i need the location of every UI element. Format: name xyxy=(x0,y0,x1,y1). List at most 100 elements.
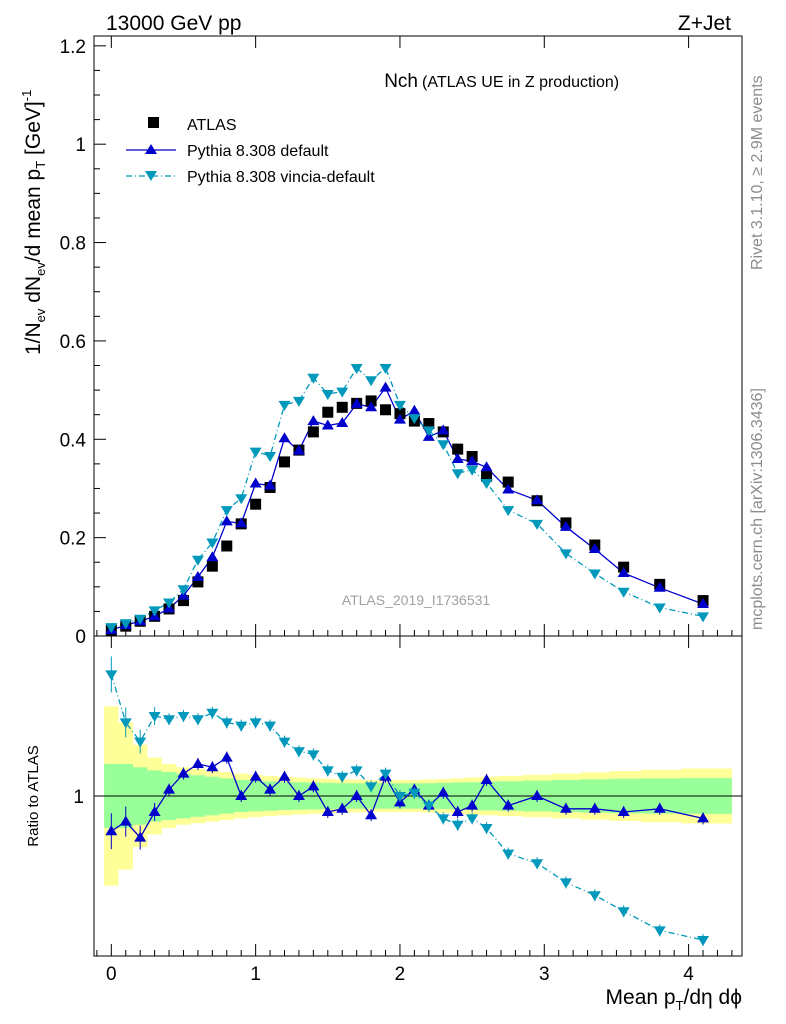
ratio-point-vincia xyxy=(163,715,176,726)
ratio-point-vincia xyxy=(531,859,544,870)
data-point-atlas xyxy=(279,456,291,468)
data-point-default xyxy=(365,401,378,412)
ratio-point-default xyxy=(119,815,132,826)
data-point-vincia xyxy=(422,426,435,437)
data-point-default xyxy=(588,542,601,553)
ratio-point-default xyxy=(321,806,334,816)
legend-marker-atlas xyxy=(148,117,159,128)
ratio-point-default xyxy=(466,799,479,810)
data-point-default xyxy=(531,494,544,505)
data-point-vincia xyxy=(502,506,515,517)
data-point-vincia xyxy=(559,549,572,560)
ratio-point-vincia xyxy=(336,772,349,783)
header-left: 13000 GeV pp xyxy=(106,12,241,35)
data-point-default xyxy=(307,415,320,426)
ratio-point-vincia xyxy=(105,670,118,681)
series-line xyxy=(111,386,704,631)
x-axis-label: Mean pT/dη dϕ xyxy=(606,986,742,1013)
data-point-default xyxy=(466,455,479,466)
data-point-atlas xyxy=(221,540,233,552)
ratio-point-default xyxy=(235,790,248,800)
data-point-default xyxy=(480,461,493,472)
ratio-point-vincia xyxy=(480,824,493,834)
plot-title-sub: (ATLAS UE in Z production) xyxy=(422,74,619,91)
data-point-atlas xyxy=(192,576,204,588)
main-series-markers xyxy=(105,363,710,636)
data-point-atlas xyxy=(177,595,189,607)
ratio-point-default xyxy=(177,767,190,778)
ratio-point-default xyxy=(480,774,493,784)
data-point-default xyxy=(206,551,219,562)
ratio-x-axis: 0 1 2 3 4 xyxy=(96,636,733,985)
data-point-atlas xyxy=(365,395,377,407)
ratio-point-vincia xyxy=(235,721,248,732)
svg-text:1/Nev dNev/d mean pT [GeV]-1: 1/Nev dNev/d mean pT [GeV]-1 xyxy=(19,90,48,355)
data-point-vincia xyxy=(653,603,666,614)
x-tick-label: 2 xyxy=(395,964,406,985)
data-point-atlas xyxy=(452,443,464,455)
main-y-tick-label: 0 xyxy=(75,627,86,648)
ratio-point-vincia xyxy=(321,766,334,777)
data-point-default xyxy=(451,452,464,463)
ratio-point-vincia xyxy=(264,721,277,732)
data-point-vincia xyxy=(437,440,450,451)
ratio-point-default xyxy=(163,783,176,794)
x-tick-label: 3 xyxy=(539,964,550,985)
data-point-vincia xyxy=(206,538,219,549)
ratio-series-line xyxy=(110,674,704,941)
ratio-point-vincia xyxy=(437,814,450,825)
analysis-id: ATLAS_2019_I1736531 xyxy=(342,592,491,608)
legend-label-atlas: ATLAS xyxy=(187,117,237,134)
data-point-default xyxy=(278,432,291,443)
ratio-point-vincia xyxy=(177,712,190,722)
data-point-default xyxy=(350,397,363,408)
main-y-tick-label: 1 xyxy=(75,135,86,156)
data-point-default xyxy=(321,419,334,430)
ratio-point-default xyxy=(220,751,233,762)
ratio-point-default xyxy=(292,790,305,800)
ratio-point-vincia xyxy=(588,891,601,902)
data-point-vincia xyxy=(336,387,349,398)
ratio-series-lines xyxy=(110,674,704,941)
data-point-vincia xyxy=(177,585,190,596)
data-point-default xyxy=(220,515,233,526)
ratio-point-vincia xyxy=(422,801,435,812)
data-point-vincia xyxy=(249,447,262,458)
x-tick-label: 4 xyxy=(683,964,694,985)
series-line xyxy=(111,366,704,628)
mcplots-label: mcplots.cern.ch [arXiv:1306.3436] xyxy=(749,388,766,630)
ratio-point-default xyxy=(336,802,349,813)
header-right: Z+Jet xyxy=(678,12,731,35)
main-series-lines xyxy=(111,366,704,631)
ratio-y-label: Ratio to ATLAS xyxy=(25,745,42,846)
ratio-point-default xyxy=(134,831,147,842)
ratio-point-default xyxy=(249,770,262,781)
data-point-atlas xyxy=(206,560,218,572)
data-point-default xyxy=(249,477,262,488)
data-point-vincia xyxy=(365,376,378,387)
ratio-point-default xyxy=(148,806,161,816)
data-point-vincia xyxy=(105,623,118,634)
data-point-default xyxy=(235,517,248,528)
x-tick-label: 1 xyxy=(250,964,261,985)
data-point-vincia xyxy=(220,506,233,517)
data-point-default xyxy=(653,581,666,592)
data-point-default xyxy=(437,424,450,435)
data-point-vincia xyxy=(191,555,204,566)
data-point-default xyxy=(617,567,630,578)
main-y-tick-label: 0.4 xyxy=(60,430,87,451)
ratio-point-vincia xyxy=(191,715,204,726)
data-point-default xyxy=(559,520,572,531)
main-y-tick-label: 1.2 xyxy=(60,37,86,58)
main-plot-panel: 0 0.2 0.4 0.6 0.8 1 1.2 Nch (ATLAS UE in Z pro… xyxy=(19,35,743,648)
ratio-point-vincia xyxy=(350,766,363,777)
main-y-axis: 0 0.2 0.4 0.6 0.8 1 1.2 xyxy=(60,37,106,648)
ratio-point-vincia xyxy=(451,820,464,831)
data-point-vincia xyxy=(278,400,291,411)
data-point-vincia xyxy=(119,619,132,630)
data-point-vincia xyxy=(350,363,363,374)
ratio-point-vincia xyxy=(408,788,421,799)
data-point-default xyxy=(379,381,392,392)
plot-title-main: Nch xyxy=(384,71,418,92)
